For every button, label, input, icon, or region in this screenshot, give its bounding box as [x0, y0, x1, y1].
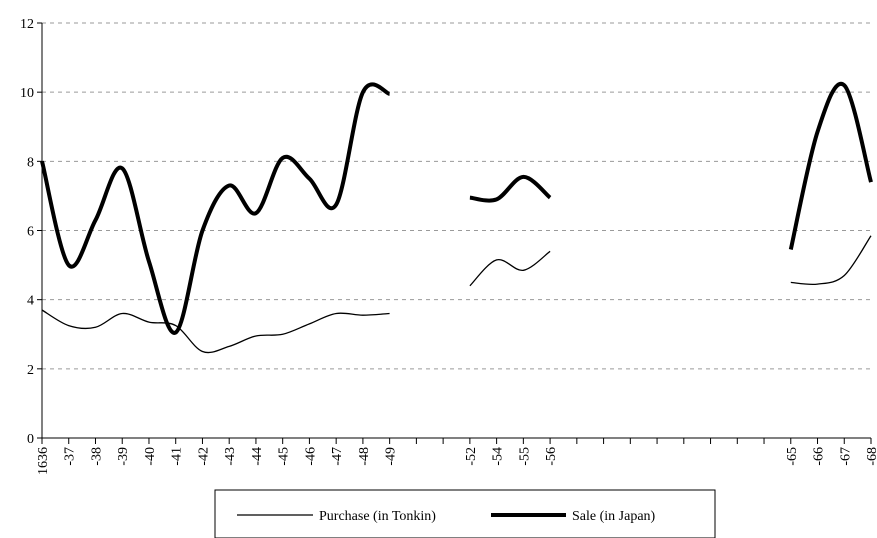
axes: 0 2 4 6 8 10 12 1636 -37 -38 -39 -40 -41 -42 -43 -44 -45… — [20, 17, 877, 475]
x-tick-label: -41 — [170, 447, 185, 466]
series-line-purchase-segment-3 — [790, 235, 872, 286]
x-tick-label: -54 — [491, 447, 506, 466]
x-tick-label: -68 — [865, 447, 877, 466]
x-tick-label: -56 — [544, 447, 559, 466]
legend: Purchase (in Tonkin) Sale (in Japan) — [214, 489, 716, 538]
x-tick-label: -37 — [63, 447, 78, 466]
series-line-sale-segment-2 — [469, 174, 552, 203]
legend-label-purchase: Purchase (in Tonkin) — [319, 509, 436, 524]
x-tick-label: -66 — [812, 447, 827, 466]
y-tick-label: 12 — [20, 17, 34, 32]
x-tick-label: -46 — [303, 447, 318, 466]
y-tick-label: 2 — [27, 363, 34, 378]
x-tick-label: -38 — [89, 447, 104, 466]
x-tick-label: -55 — [517, 447, 532, 466]
legend-box — [214, 489, 716, 538]
y-tick-label: 4 — [27, 294, 34, 309]
series-layer — [40, 81, 873, 354]
series-line-purchase-segment-1 — [41, 309, 390, 354]
x-tick-label: -48 — [357, 447, 372, 466]
legend-label-sale: Sale (in Japan) — [572, 509, 656, 524]
y-tick-label: 8 — [27, 155, 34, 170]
y-tick-label: 0 — [27, 432, 34, 447]
x-tick-label: -65 — [785, 447, 800, 466]
x-tick-label: -43 — [223, 447, 238, 466]
x-tick-label: 1636 — [36, 447, 51, 475]
series-line-sale-segment-3 — [788, 81, 873, 250]
x-tick-label: -47 — [330, 447, 345, 466]
x-tick-label: -44 — [250, 447, 265, 466]
series-line-purchase-segment-2 — [469, 250, 551, 287]
x-tick-label: -42 — [196, 447, 211, 466]
x-tick-label: -49 — [384, 447, 399, 466]
y-tick-label: 10 — [20, 86, 34, 101]
x-tick-label: -39 — [116, 447, 131, 466]
x-tick-label: -67 — [838, 447, 853, 466]
x-tick-label: -52 — [464, 447, 479, 466]
gridlines — [42, 22, 871, 370]
series-line-sale-segment-1 — [40, 82, 391, 335]
x-tick-label: -45 — [277, 447, 292, 466]
y-tick-label: 6 — [27, 225, 34, 240]
x-tick-label: -40 — [143, 447, 158, 466]
